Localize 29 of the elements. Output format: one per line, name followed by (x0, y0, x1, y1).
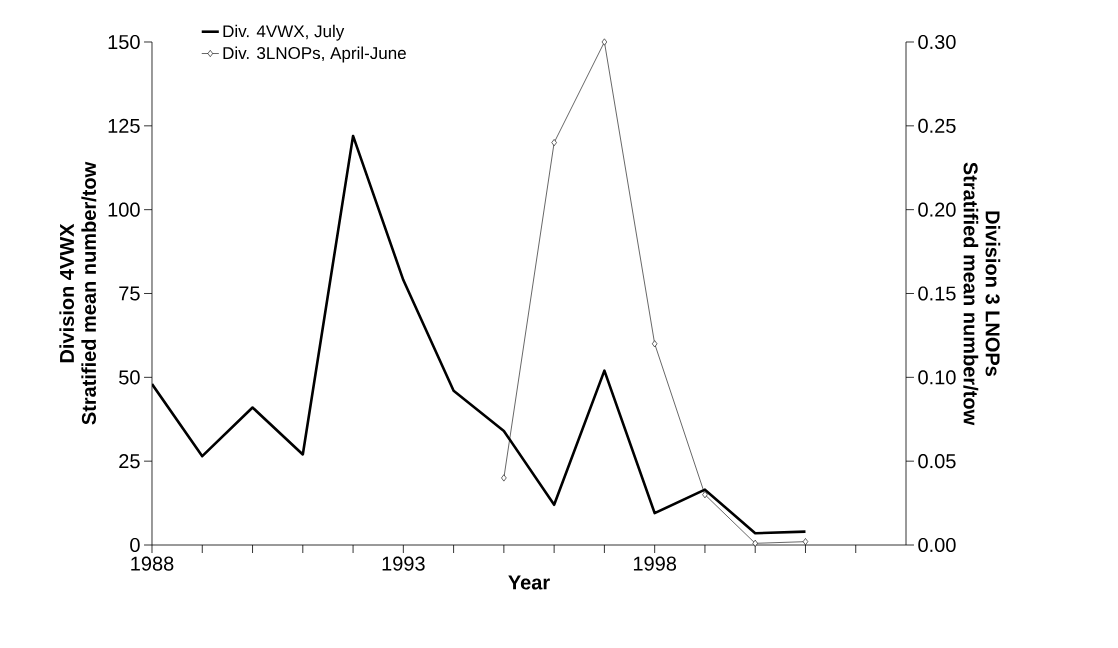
y2-tick-label: 0.15 (918, 286, 956, 301)
y2-tick-label: 0.25 (918, 118, 956, 133)
point (651, 340, 658, 348)
y-tick-label: 75 (119, 286, 140, 301)
y2-tick-label: 0.00 (918, 537, 956, 553)
y-tick-label: 0 (130, 537, 140, 553)
point (802, 538, 809, 546)
y-tick-label: 150 (108, 34, 140, 50)
point (551, 139, 557, 147)
y2-axis-title: Division 3 LNOPs Stratified mean number/tow (963, 162, 1001, 426)
y-tick-label: 50 (119, 370, 140, 385)
x-tick-label: 1988 (131, 556, 174, 571)
y2-tick-label: 0.30 (918, 34, 956, 50)
y-tick-label: 25 (119, 454, 140, 469)
y2-tick-label: 0.20 (918, 202, 956, 217)
legend-label: Div. 4VWX, July (223, 24, 345, 41)
point (501, 474, 507, 482)
y-axis-title: Division 4VWX Stratified mean number/tow (59, 161, 97, 425)
x-axis-title: Year (508, 575, 550, 590)
x-tick-label: 1993 (382, 556, 425, 571)
x-tick-label: 1998 (633, 556, 677, 571)
y2-tick-label: 0.05 (918, 454, 956, 469)
y-tick-label: 125 (108, 118, 140, 133)
legend-label: Div. 3LNOPs, April-June (223, 46, 406, 63)
point (601, 38, 608, 46)
point (752, 539, 758, 547)
y-tick-label: 100 (108, 202, 140, 217)
y2-tick-label: 0.10 (918, 370, 956, 385)
point (702, 491, 708, 499)
